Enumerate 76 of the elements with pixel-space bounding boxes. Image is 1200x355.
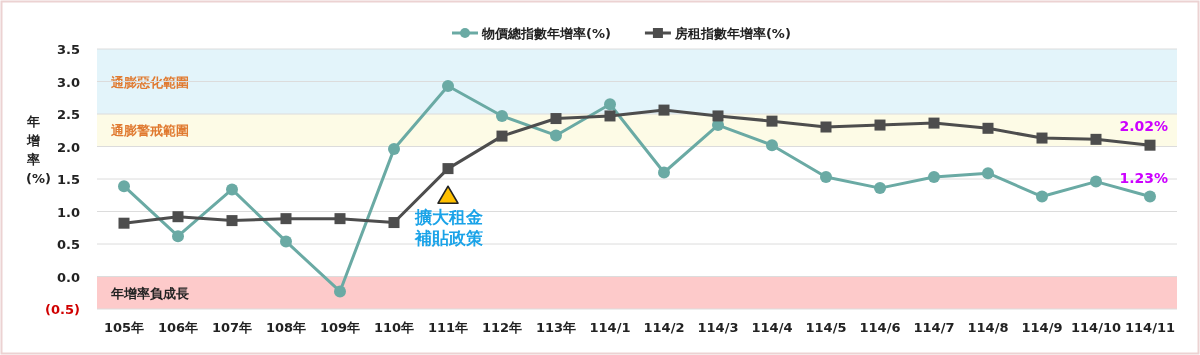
x-tick-label: 114/7	[913, 320, 955, 335]
point	[1036, 132, 1048, 144]
point	[766, 115, 778, 127]
y-tick-label: 3.5	[56, 42, 80, 57]
point	[550, 129, 562, 142]
y-tick-label: 1.5	[56, 172, 80, 187]
point	[1144, 139, 1156, 151]
point	[442, 163, 454, 175]
x-tick-label: 114/2	[643, 320, 685, 335]
x-tick-label: 108年	[265, 320, 307, 335]
point	[820, 171, 832, 184]
data-label: 1.23%	[1119, 169, 1168, 186]
point	[172, 230, 184, 243]
band-label: 年增率負成長	[110, 285, 189, 301]
y-tick-label: 2.5	[56, 107, 80, 122]
x-tick-label: 105年	[103, 320, 145, 335]
y-tick-label: 1.0	[56, 204, 80, 220]
data-label: 2.02%	[1119, 118, 1168, 135]
point	[1036, 190, 1048, 203]
point	[874, 119, 886, 131]
point	[1090, 133, 1102, 145]
point	[118, 217, 130, 229]
x-tick-label: 114/9	[1021, 320, 1063, 335]
x-tick-label: 109年	[319, 320, 361, 335]
point	[982, 122, 994, 134]
point	[928, 171, 940, 184]
point	[226, 215, 238, 227]
point	[874, 182, 886, 195]
point	[388, 217, 400, 229]
y-tick-label: (0.5)	[45, 302, 80, 317]
y-tick-label: 0.5	[56, 237, 80, 252]
x-tick-label: 114/3	[697, 320, 739, 335]
annotation: 擴大租金補貼政策	[414, 207, 484, 250]
y-tick-label: 0.0	[56, 269, 80, 285]
point	[766, 139, 778, 152]
point	[172, 211, 184, 223]
legend-label: 房租指數年增率(%)	[673, 26, 791, 41]
x-tick-label: 114/10	[1071, 320, 1121, 335]
x-tick-label: 106年	[157, 320, 199, 335]
x-tick-label: 114/11	[1125, 320, 1175, 335]
band-label: 通膨警戒範圍	[110, 123, 189, 139]
point	[604, 98, 616, 111]
point	[1090, 175, 1102, 188]
point	[226, 183, 238, 196]
point	[496, 130, 508, 142]
point	[550, 113, 562, 125]
x-tick-label: 107年	[211, 320, 253, 335]
point	[442, 80, 454, 93]
point	[712, 110, 724, 122]
x-tick-label: 114/6	[859, 320, 901, 335]
legend-label: 物價總指數年增率(%)	[481, 26, 611, 41]
x-tick-label: 113年	[535, 320, 577, 335]
point	[280, 213, 292, 225]
point	[334, 285, 346, 298]
y-tick-label: 2.0	[56, 139, 80, 155]
y-axis-title: 年增率(%)	[26, 113, 51, 188]
point	[604, 110, 616, 122]
point	[280, 235, 292, 248]
point	[118, 180, 130, 193]
x-tick-label: 111年	[427, 320, 469, 335]
point	[658, 166, 670, 179]
point	[388, 143, 400, 156]
x-tick-label: 112年	[481, 320, 523, 335]
point	[334, 213, 346, 225]
point	[982, 167, 994, 180]
point	[658, 104, 670, 116]
point	[1144, 190, 1156, 203]
y-tick-label: 3.0	[56, 74, 80, 90]
x-tick-label: 110年	[373, 320, 415, 335]
x-tick-label: 114/4	[751, 320, 793, 335]
point	[496, 109, 508, 122]
x-tick-label: 114/1	[589, 320, 631, 335]
point	[928, 117, 940, 129]
x-tick-label: 114/5	[805, 320, 847, 335]
point	[820, 121, 832, 133]
x-tick-label: 114/8	[967, 320, 1009, 335]
